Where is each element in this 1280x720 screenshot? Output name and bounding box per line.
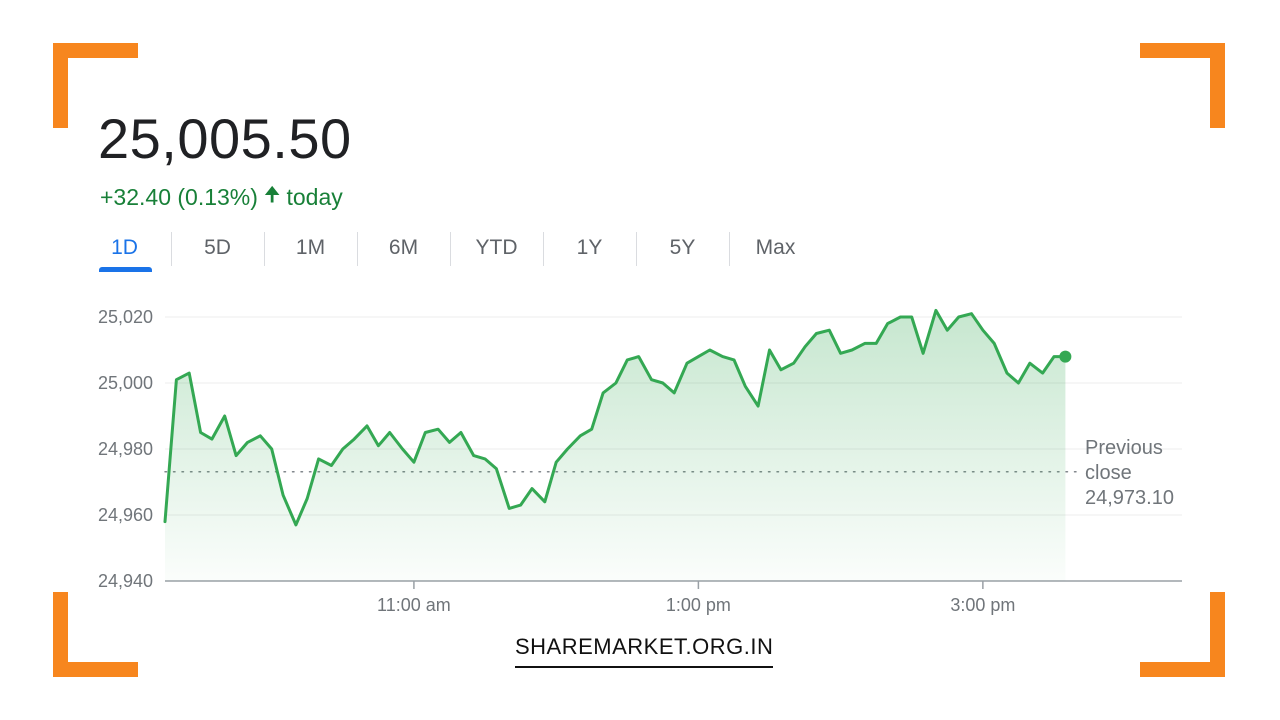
tab-1m[interactable]: 1M — [264, 228, 357, 270]
change-suffix: today — [286, 183, 343, 210]
y-tick-label: 25,000 — [98, 373, 153, 393]
brand-footer[interactable]: SHAREMARKET.ORG.IN — [515, 634, 774, 668]
corner-bracket-top-left — [53, 43, 138, 128]
change-value: +32.40 (0.13%) — [100, 183, 258, 210]
current-price: 25,005.50 — [98, 107, 352, 170]
y-tick-label: 25,020 — [98, 307, 153, 327]
tab-6m[interactable]: 6M — [357, 228, 450, 270]
area-fill — [165, 310, 1066, 581]
previous-close-label-line1: Previous — [1085, 437, 1163, 459]
tab-1y[interactable]: 1Y — [543, 228, 636, 270]
y-tick-label: 24,980 — [98, 439, 153, 459]
previous-close-value: 24,973.10 — [1085, 487, 1174, 509]
corner-bracket-top-right — [1140, 43, 1225, 128]
price-line — [163, 308, 1067, 527]
last-point-marker[interactable] — [1059, 350, 1072, 363]
y-tick-label: 24,940 — [98, 571, 153, 591]
previous-close-label-line2: close — [1085, 462, 1132, 484]
tab-ytd[interactable]: YTD — [450, 228, 543, 270]
x-tick-label: 3:00 pm — [950, 595, 1015, 615]
x-tick-label: 11:00 am — [377, 595, 451, 615]
corner-bracket-bottom-right — [1140, 592, 1225, 677]
corner-bracket-bottom-left — [53, 592, 138, 677]
area-fill-layer — [165, 310, 1066, 581]
tab-max[interactable]: Max — [729, 228, 822, 270]
line-layer — [163, 308, 1072, 527]
tab-1d[interactable]: 1D — [78, 228, 171, 272]
range-tabs: 1D 5D 1M 6M YTD 1Y 5Y Max — [78, 228, 822, 272]
price-change: +32.40 (0.13%) 🠉 today — [100, 180, 343, 214]
tab-5d[interactable]: 5D — [171, 228, 264, 270]
arrow-up-icon: 🠉 — [263, 184, 281, 206]
y-tick-label: 24,960 — [98, 505, 153, 525]
tab-5y[interactable]: 5Y — [636, 228, 729, 270]
x-tick-label: 1:00 pm — [666, 595, 731, 615]
label-layer: 25,020 25,000 24,980 24,960 24,940 11:00 am 1:… — [98, 307, 1174, 615]
